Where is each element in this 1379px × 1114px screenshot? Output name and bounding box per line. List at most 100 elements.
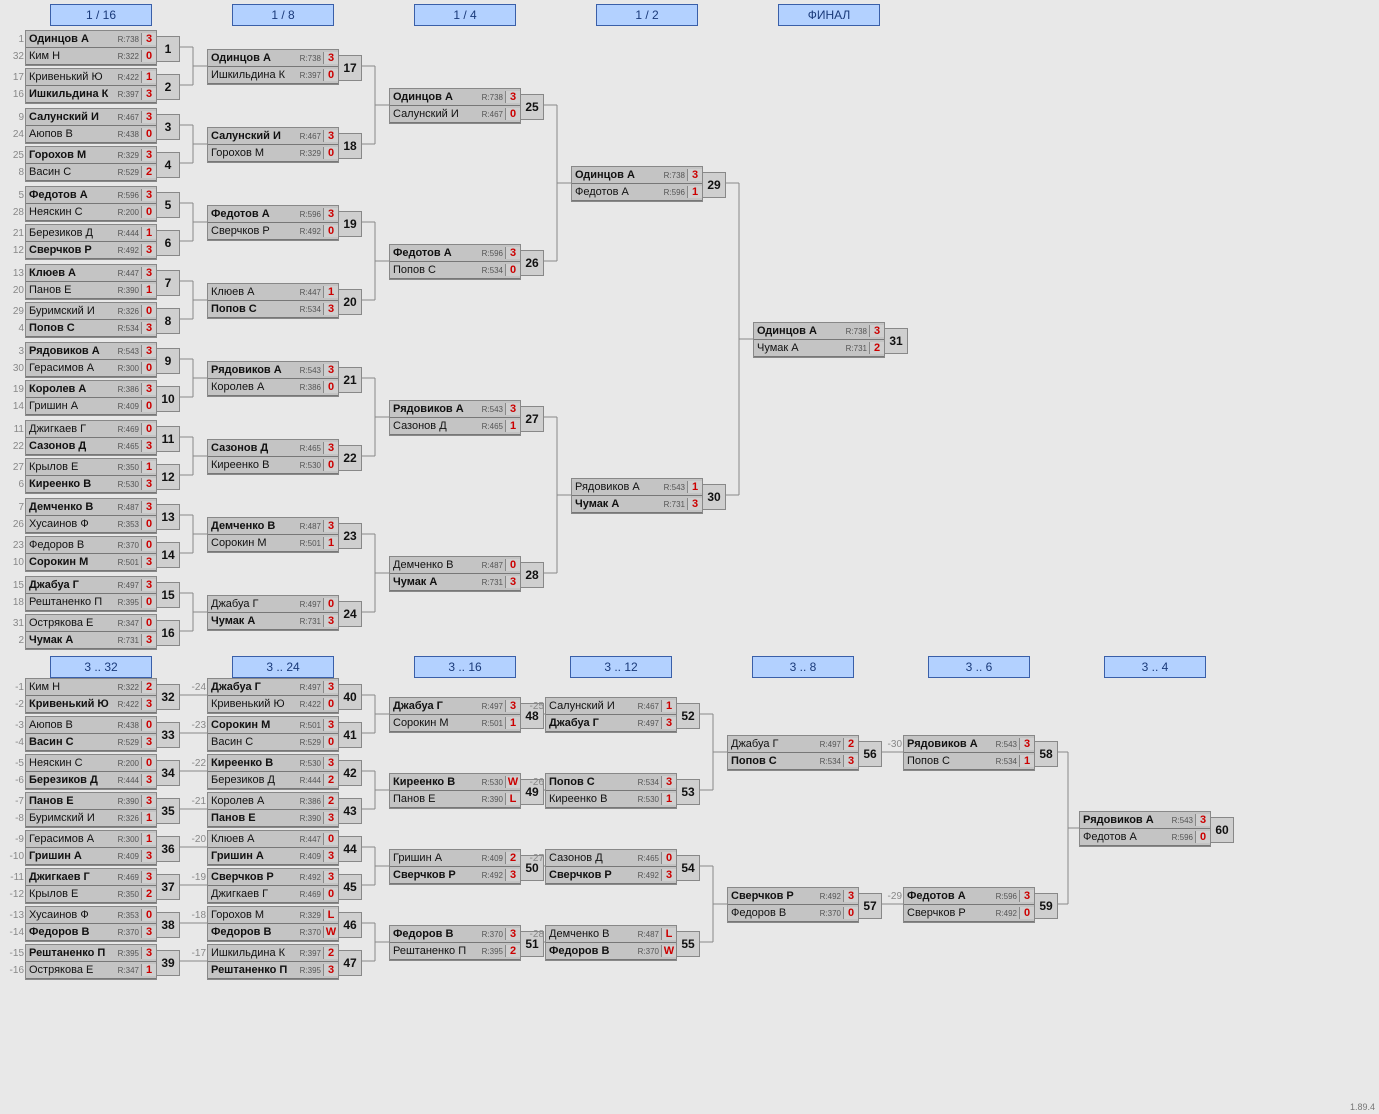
player-name: Неяскин С — [26, 206, 109, 218]
player-name: Королев А — [26, 383, 109, 395]
player-name: Джигкаев Г — [208, 888, 291, 900]
match-20: Клюев АR:4471Попов СR:534320 — [207, 283, 339, 319]
match-row: -24Джабуа ГR:4973 — [208, 679, 338, 696]
rating: R:530 — [109, 480, 141, 489]
seed: 2 — [6, 635, 24, 646]
rating: R:534 — [291, 305, 323, 314]
player-name: Кривенький Ю — [26, 698, 109, 710]
seed: 28 — [6, 207, 24, 218]
match-row: 26Хусаинов ФR:3530 — [26, 516, 156, 533]
match-row: Салунский ИR:4670 — [390, 106, 520, 123]
rating: R:492 — [291, 873, 323, 882]
match-row: Кривенький ЮR:4220 — [208, 696, 338, 713]
score: 0 — [323, 833, 338, 845]
match-row: Сорокин МR:5011 — [390, 715, 520, 732]
match-row: Попов СR:5343 — [728, 753, 858, 770]
seed: -18 — [188, 910, 206, 921]
score: 1 — [505, 420, 520, 432]
player-name: Гришин А — [208, 850, 291, 862]
match-49: Киреенко ВR:530WПанов ЕR:390L49 — [389, 773, 521, 809]
match-row: 28Неяскин СR:2000 — [26, 204, 156, 221]
match-46: -18Горохов МR:329LФедоров ВR:370W46 — [207, 906, 339, 942]
round-header: 3 .. 6 — [928, 656, 1030, 678]
score: 3 — [505, 91, 520, 103]
seed: -3 — [6, 720, 24, 731]
score: 1 — [687, 186, 702, 198]
match-row: -2Кривенький ЮR:4223 — [26, 696, 156, 713]
score: 3 — [141, 926, 156, 938]
score: 1 — [661, 700, 676, 712]
score: 3 — [141, 736, 156, 748]
seed: -1 — [6, 682, 24, 693]
match-28: Демченко ВR:4870Чумак АR:731328 — [389, 556, 521, 592]
match-row: Федоров ВR:3700 — [728, 905, 858, 922]
seed: 15 — [6, 580, 24, 591]
rating: R:492 — [629, 871, 661, 880]
match-5: 5Федотов АR:596328Неяскин СR:20005 — [25, 186, 157, 222]
match-24: Джабуа ГR:4970Чумак АR:731324 — [207, 595, 339, 631]
seed: 29 — [6, 306, 24, 317]
match-row: Рядовиков АR:5433 — [390, 401, 520, 418]
rating: R:497 — [811, 740, 843, 749]
score: 3 — [141, 579, 156, 591]
rating: R:492 — [473, 871, 505, 880]
rating: R:350 — [109, 463, 141, 472]
rating: R:395 — [109, 598, 141, 607]
seed: 7 — [6, 502, 24, 513]
score: 0 — [1019, 907, 1034, 919]
player-name: Киреенко В — [26, 478, 109, 490]
score: 3 — [1019, 738, 1034, 750]
match-row: 12Сверчков РR:4923 — [26, 242, 156, 259]
score: 2 — [141, 681, 156, 693]
player-name: Рядовиков А — [572, 481, 655, 493]
rating: R:347 — [109, 619, 141, 628]
player-name: Федотов А — [572, 186, 655, 198]
match-row: 15Джабуа ГR:4973 — [26, 577, 156, 594]
player-name: Ким Н — [26, 50, 109, 62]
seed: 22 — [6, 441, 24, 452]
match-row: -14Федоров ВR:3703 — [26, 924, 156, 941]
rating: R:501 — [291, 539, 323, 548]
match-row: Березиков ДR:4442 — [208, 772, 338, 789]
match-row: 20Панов ЕR:3901 — [26, 282, 156, 299]
match-30: Рядовиков АR:5431Чумак АR:731330 — [571, 478, 703, 514]
seed: 9 — [6, 112, 24, 123]
score: 0 — [505, 108, 520, 120]
player-name: Джабуа Г — [390, 700, 473, 712]
seed: -7 — [6, 796, 24, 807]
rating: R:409 — [109, 402, 141, 411]
rating: R:300 — [109, 364, 141, 373]
score: 3 — [661, 717, 676, 729]
match-6: 21Березиков ДR:444112Сверчков РR:49236 — [25, 224, 157, 260]
match-row: Рядовиков АR:5433 — [208, 362, 338, 379]
rating: R:329 — [109, 151, 141, 160]
score: 0 — [661, 852, 676, 864]
score: 0 — [141, 518, 156, 530]
score: 1 — [505, 717, 520, 729]
score: 0 — [141, 909, 156, 921]
rating: R:386 — [109, 385, 141, 394]
seed: 10 — [6, 557, 24, 568]
rating: R:350 — [109, 890, 141, 899]
rating: R:492 — [987, 909, 1019, 918]
match-row: Сверчков РR:4923 — [728, 888, 858, 905]
rating: R:501 — [291, 721, 323, 730]
rating: R:534 — [629, 778, 661, 787]
match-row: Сверчков РR:4920 — [208, 223, 338, 240]
match-57: Сверчков РR:4923Федоров ВR:370057 — [727, 887, 859, 923]
score: 3 — [323, 442, 338, 454]
match-row: Одинцов АR:7383 — [572, 167, 702, 184]
version-text: 1.89.4 — [1350, 1102, 1375, 1112]
player-name: Попов С — [546, 776, 629, 788]
match-number: 9 — [156, 348, 180, 374]
player-name: Сорокин М — [208, 719, 291, 731]
rating: R:465 — [109, 442, 141, 451]
rating: R:469 — [109, 425, 141, 434]
rating: R:390 — [109, 286, 141, 295]
score: 1 — [141, 812, 156, 824]
match-row: -13Хусаинов ФR:3530 — [26, 907, 156, 924]
match-row: -8Буримский ИR:3261 — [26, 810, 156, 827]
player-name: Салунский И — [546, 700, 629, 712]
match-1: 1Одинцов АR:738332Ким НR:32201 — [25, 30, 157, 66]
match-number: 18 — [338, 133, 362, 159]
